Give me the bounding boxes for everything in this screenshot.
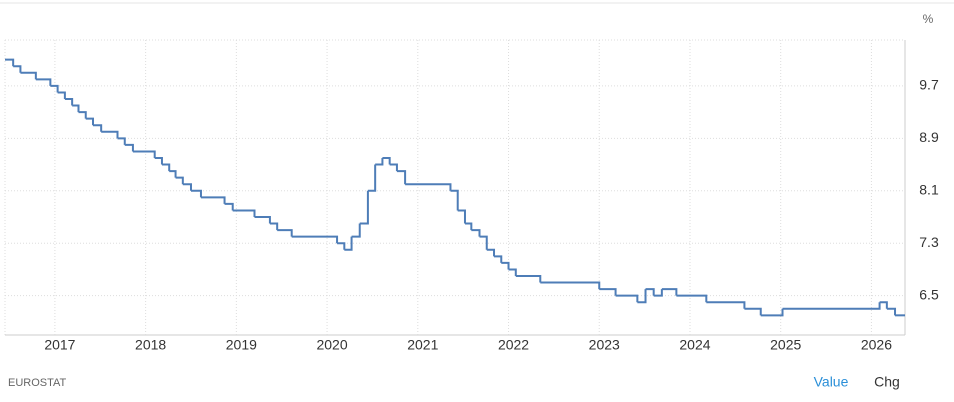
x-tick-label: 2020 [316,337,347,353]
line-step [190,189,202,198]
line-step [224,202,234,211]
line-step [389,163,398,172]
line-step [405,183,452,191]
line-step [382,157,391,165]
line-step [232,209,256,217]
source: EUROSTAT [8,377,67,389]
line-step [599,288,617,296]
line-step [782,302,881,310]
line-step [5,58,15,67]
line-step [269,222,279,231]
line-step [450,189,459,211]
line-step [344,236,353,251]
line-step [471,229,481,237]
x-tick-label: 2021 [407,337,438,353]
line-step [494,255,503,263]
line-step [254,216,271,224]
line-step [486,248,496,257]
unit-label: % [923,12,934,26]
x-tick-label: 2024 [679,337,710,353]
line-step [291,235,339,244]
line-step [744,307,762,316]
line-step [182,183,192,191]
line-step [653,289,663,297]
value-button[interactable]: Value [814,374,849,390]
y-tick-label: 8.9 [919,129,939,145]
line-step [367,164,377,192]
line-step [637,289,647,304]
x-tick-label: 2018 [135,337,166,353]
line-step [57,91,66,99]
y-tick-label: 9.7 [919,77,939,93]
line-step [50,84,59,93]
line-step [479,235,488,250]
line-step [35,78,52,86]
line-step [200,196,226,204]
y-tick-label: 8.1 [919,181,939,197]
line-step [359,190,369,225]
line-step [169,170,177,178]
line-step [132,150,156,158]
line-step [154,157,163,165]
line-step [85,117,95,126]
x-tick-label: 2026 [861,337,892,353]
line-step [117,137,126,145]
line-step [175,176,184,185]
line-step [661,288,678,296]
line-step [351,223,361,238]
line-step [645,288,655,296]
line-step [161,163,171,172]
line-step [277,229,293,237]
line-step [540,281,601,290]
y-tick-label: 6.5 [919,286,939,302]
line-step [72,104,80,113]
line-step [706,301,746,309]
line-step [78,111,87,119]
x-tick-label: 2019 [226,337,257,353]
line-step [457,209,466,224]
x-tick-label: 2022 [498,337,529,353]
line-step [515,275,542,283]
line-step [375,158,384,166]
line-step [124,143,134,152]
line-step [464,222,473,231]
y-tick-label: 7.3 [919,234,939,250]
line-step [676,294,708,303]
line-step [13,65,22,73]
line-step [501,261,510,270]
x-tick-label: 2017 [44,337,75,353]
line-step [615,294,639,303]
line-step [93,124,103,132]
line-step [879,301,888,309]
line-step [396,170,407,185]
x-tick-label: 2023 [589,337,620,353]
line-step [64,98,74,106]
line-step [508,268,517,276]
line-step [101,130,119,139]
line-step [760,308,784,317]
x-tick-label: 2025 [770,337,801,353]
line-step [886,307,897,316]
line-step [337,242,346,250]
line-step [20,71,37,80]
chg-button[interactable]: Chg [874,374,900,390]
